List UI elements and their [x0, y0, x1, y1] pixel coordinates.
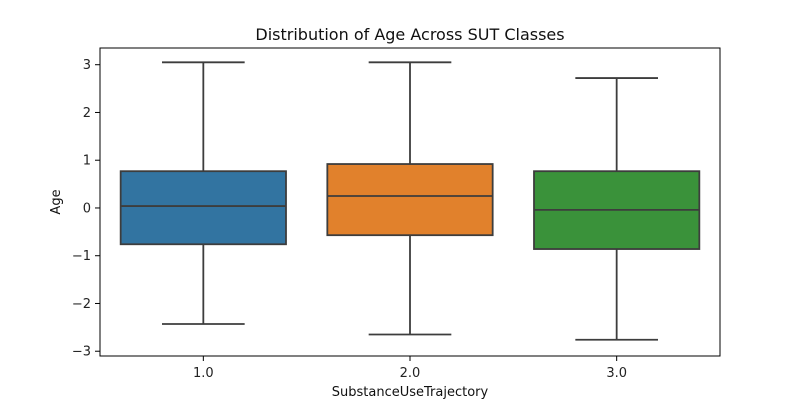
y-tick-label: 3	[83, 58, 91, 73]
box-group-3	[533, 77, 701, 341]
y-tick-label: −2	[72, 297, 91, 312]
box-group-2	[326, 61, 494, 336]
x-tick-label: 3.0	[606, 366, 627, 381]
iqr-box	[119, 170, 287, 246]
iqr-box	[326, 163, 494, 237]
boxes-layer	[119, 61, 701, 341]
x-axis-label: SubstanceUseTrajectory	[332, 385, 489, 400]
y-tick-label: −1	[72, 249, 91, 264]
y-tick-label: 2	[83, 106, 91, 121]
x-tick-label: 1.0	[193, 366, 214, 381]
box-group-1	[119, 61, 287, 325]
chart-title: Distribution of Age Across SUT Classes	[255, 25, 564, 44]
y-tick-label: −3	[72, 345, 91, 360]
y-axis: 3 2 1 0 −1 −2 −3	[72, 58, 100, 360]
y-tick-label: 0	[83, 201, 91, 216]
y-tick-label: 1	[83, 154, 91, 169]
x-tick-label: 2.0	[400, 366, 421, 381]
y-axis-label: Age	[49, 189, 64, 214]
x-axis: 1.0 2.0 3.0	[193, 356, 627, 381]
